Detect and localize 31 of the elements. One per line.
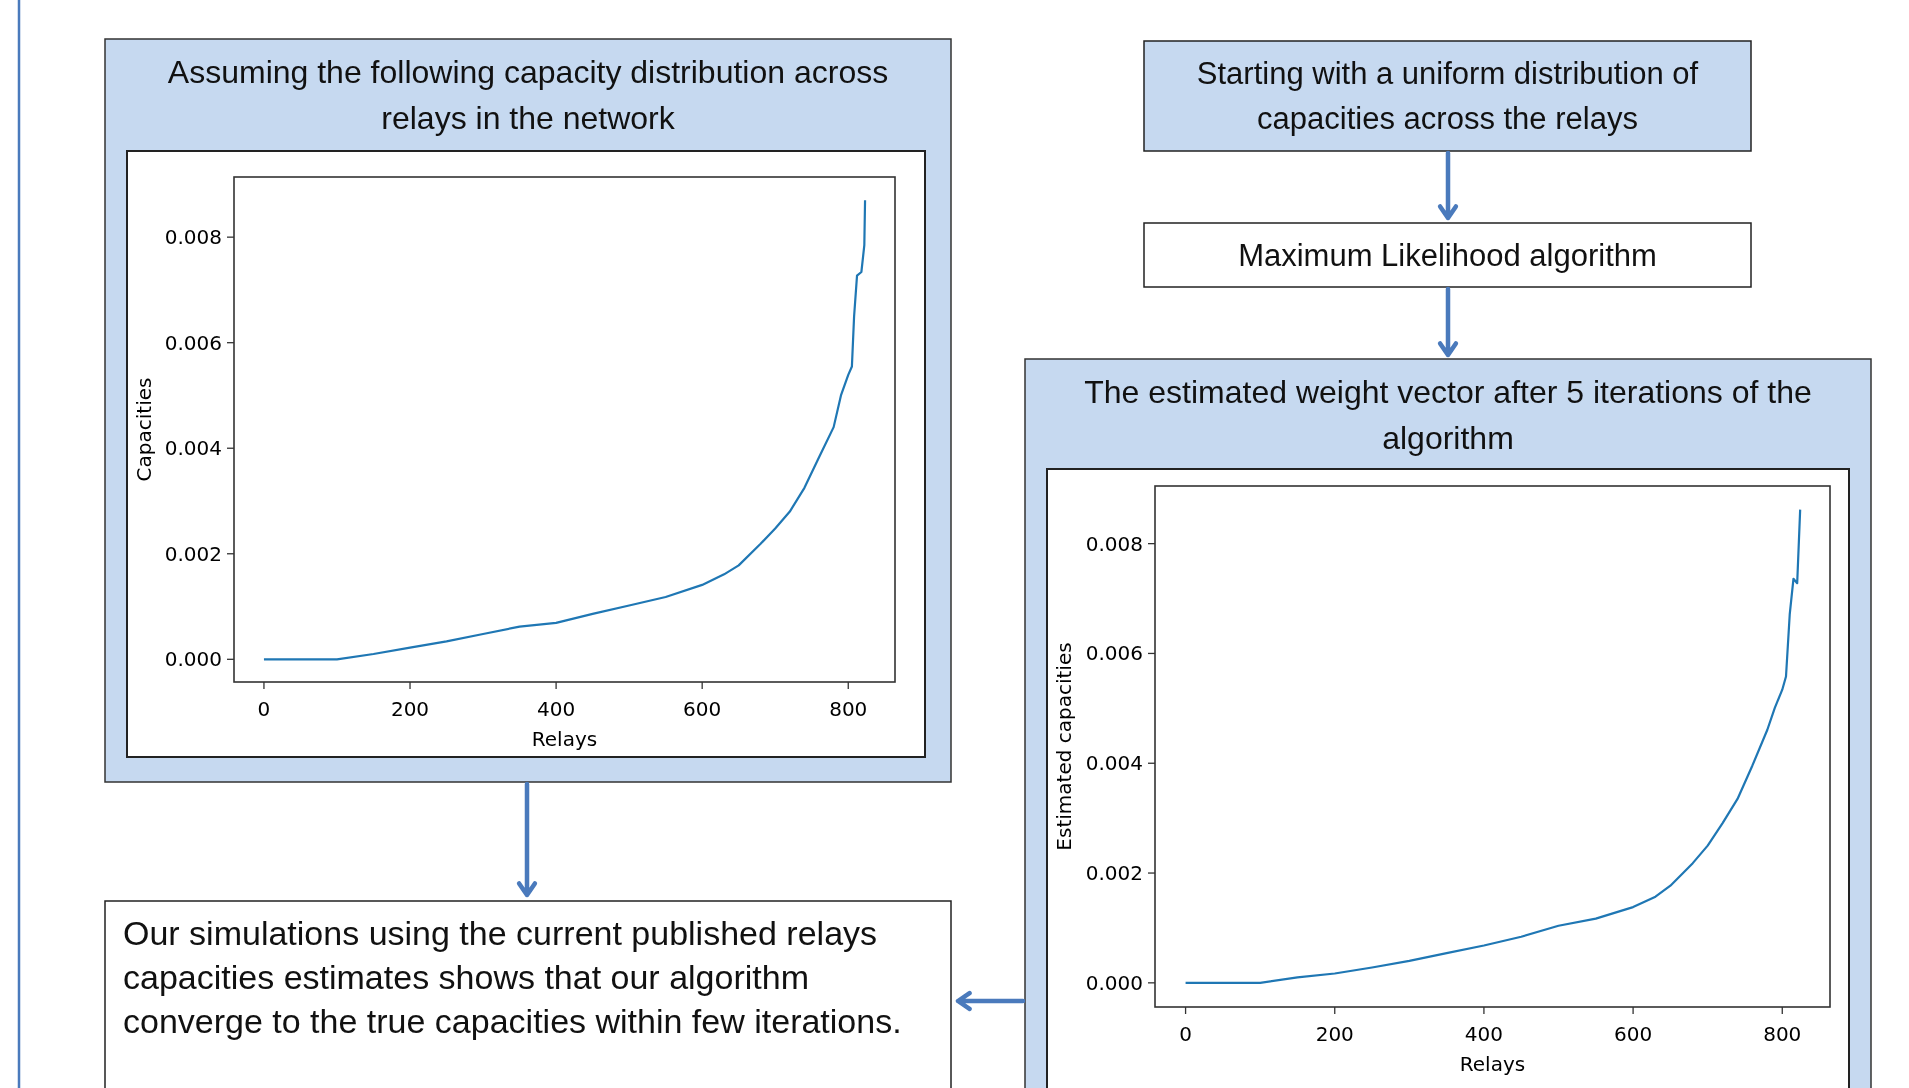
x-axis-title: Relays bbox=[531, 727, 598, 751]
x-tick-label: 800 bbox=[1763, 1022, 1802, 1046]
text: Starting with a uniform distribution of capacities across the relays bbox=[1196, 56, 1699, 136]
line-series bbox=[1184, 508, 1802, 984]
y-axis-title: Capacities bbox=[132, 377, 156, 482]
x-tick-label: 400 bbox=[1464, 1022, 1504, 1046]
y-tick-label: 0.006 bbox=[1085, 641, 1143, 666]
text: Our simulations using the current published relays capacities estimates shows that our algorithm converge to the true capacities within few iterations. bbox=[123, 914, 902, 1040]
y-tick-label: 0.004 bbox=[1085, 751, 1143, 776]
y-axis-title: Estimated capacities bbox=[1052, 642, 1076, 851]
x-axis-title: Relays bbox=[1459, 1052, 1526, 1076]
x-tick-label: 200 bbox=[1315, 1022, 1354, 1046]
x-tick-label: 0 bbox=[1179, 1022, 1192, 1046]
line-series bbox=[262, 199, 867, 661]
y-tick-label: 0.006 bbox=[164, 330, 222, 355]
chart-title: Assuming the following capacity distribution across relays in the network bbox=[167, 54, 889, 136]
y-tick-label: 0.000 bbox=[1085, 970, 1143, 995]
x-tick-label: 800 bbox=[829, 697, 868, 721]
x-tick-label: 200 bbox=[390, 697, 430, 721]
y-tick-label: 0.008 bbox=[1085, 531, 1143, 556]
chart-title: The estimated weight vector after 5 iterations of the algorithm bbox=[1084, 374, 1812, 456]
x-tick-label: 0 bbox=[257, 697, 271, 721]
y-tick-label: 0.000 bbox=[164, 647, 222, 672]
x-tick-label: 600 bbox=[683, 697, 722, 721]
y-tick-label: 0.002 bbox=[164, 541, 222, 566]
y-tick-label: 0.004 bbox=[164, 436, 222, 461]
x-tick-label: 400 bbox=[537, 697, 576, 721]
y-tick-label: 0.002 bbox=[1085, 861, 1143, 886]
x-tick-label: 600 bbox=[1614, 1022, 1653, 1046]
y-tick-label: 0.008 bbox=[164, 225, 222, 250]
text: Maximum Likelihood algorithm bbox=[1238, 237, 1657, 273]
